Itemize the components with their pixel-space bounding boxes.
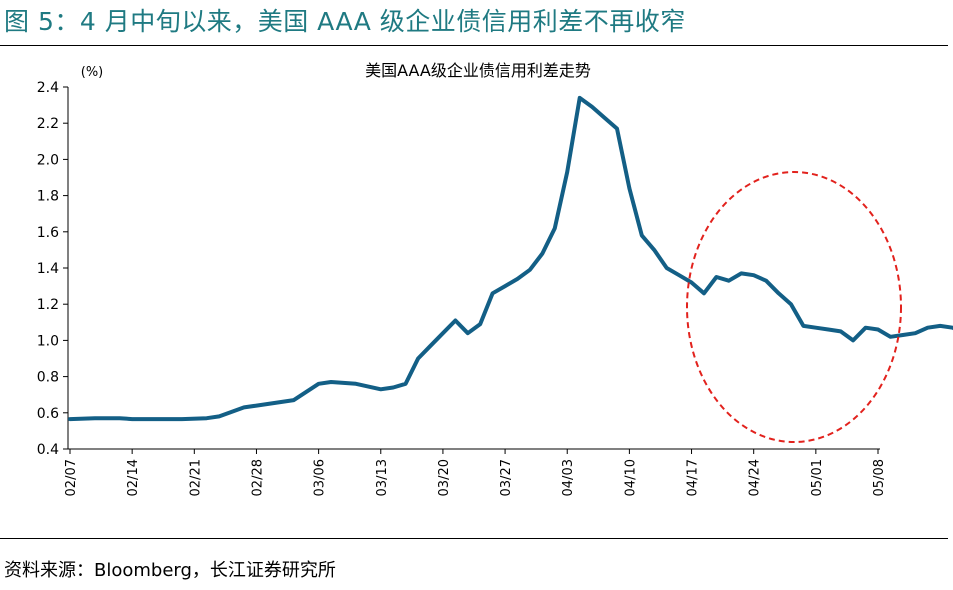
x-tick-label: 03/20 xyxy=(437,459,452,496)
x-tick-label: 02/28 xyxy=(250,459,265,496)
x-tick-label: 04/17 xyxy=(686,459,701,496)
x-tick-label: 02/14 xyxy=(126,459,141,496)
x-tick-label: 02/21 xyxy=(188,459,203,496)
bottom-rule xyxy=(0,538,948,539)
x-tick-label: 03/13 xyxy=(375,459,390,496)
y-tick-label: 2.4 xyxy=(37,80,59,96)
y-tick-group: 0.4 0.6 0.8 1.0 1.2 1.4 1.6 1.8 2.0 2.2 2.4 xyxy=(37,80,68,458)
y-tick-label: 1.8 xyxy=(37,189,59,205)
y-tick-label: 2.2 xyxy=(37,116,59,132)
top-rule xyxy=(0,45,948,46)
y-tick-label: 2.0 xyxy=(37,152,59,168)
source-note: 资料来源：Bloomberg，长江证券研究所 xyxy=(4,560,336,581)
line-chart: 美国AAA级企业债信用利差走势 (%) 0.4 0.6 0.8 1.0 1.2 1.4 1.… xyxy=(37,61,953,496)
highlight-ellipse xyxy=(686,171,902,443)
y-tick-label: 1.4 xyxy=(37,261,59,277)
y-tick-label: 1.6 xyxy=(37,225,59,241)
x-tick-label: 03/27 xyxy=(499,459,514,496)
y-tick-label: 0.6 xyxy=(37,406,59,422)
x-tick-label: 02/07 xyxy=(64,459,79,496)
x-tick-label: 05/08 xyxy=(872,459,887,496)
x-tick-label: 03/06 xyxy=(313,459,328,496)
y-tick-label: 0.8 xyxy=(37,370,59,386)
y-tick-label: 1.0 xyxy=(37,333,59,349)
x-tick-group: 02/07 02/14 02/21 02/28 03/06 03/13 03/20 03/27… xyxy=(64,449,887,496)
x-tick-label: 04/10 xyxy=(623,459,638,496)
x-tick-label: 04/03 xyxy=(561,459,576,496)
y-tick-label: 1.2 xyxy=(37,297,59,313)
credit-spread-line xyxy=(68,95,953,422)
y-unit-label: (%) xyxy=(81,65,104,80)
chart-title: 美国AAA级企业债信用利差走势 xyxy=(365,61,591,80)
x-tick-label: 04/24 xyxy=(748,459,763,496)
figure-title: 图 5：4 月中旬以来，美国 AAA 级企业债信用利差不再收窄 xyxy=(4,7,686,36)
y-tick-label: 0.4 xyxy=(37,442,59,458)
x-tick-label: 05/01 xyxy=(810,459,825,496)
